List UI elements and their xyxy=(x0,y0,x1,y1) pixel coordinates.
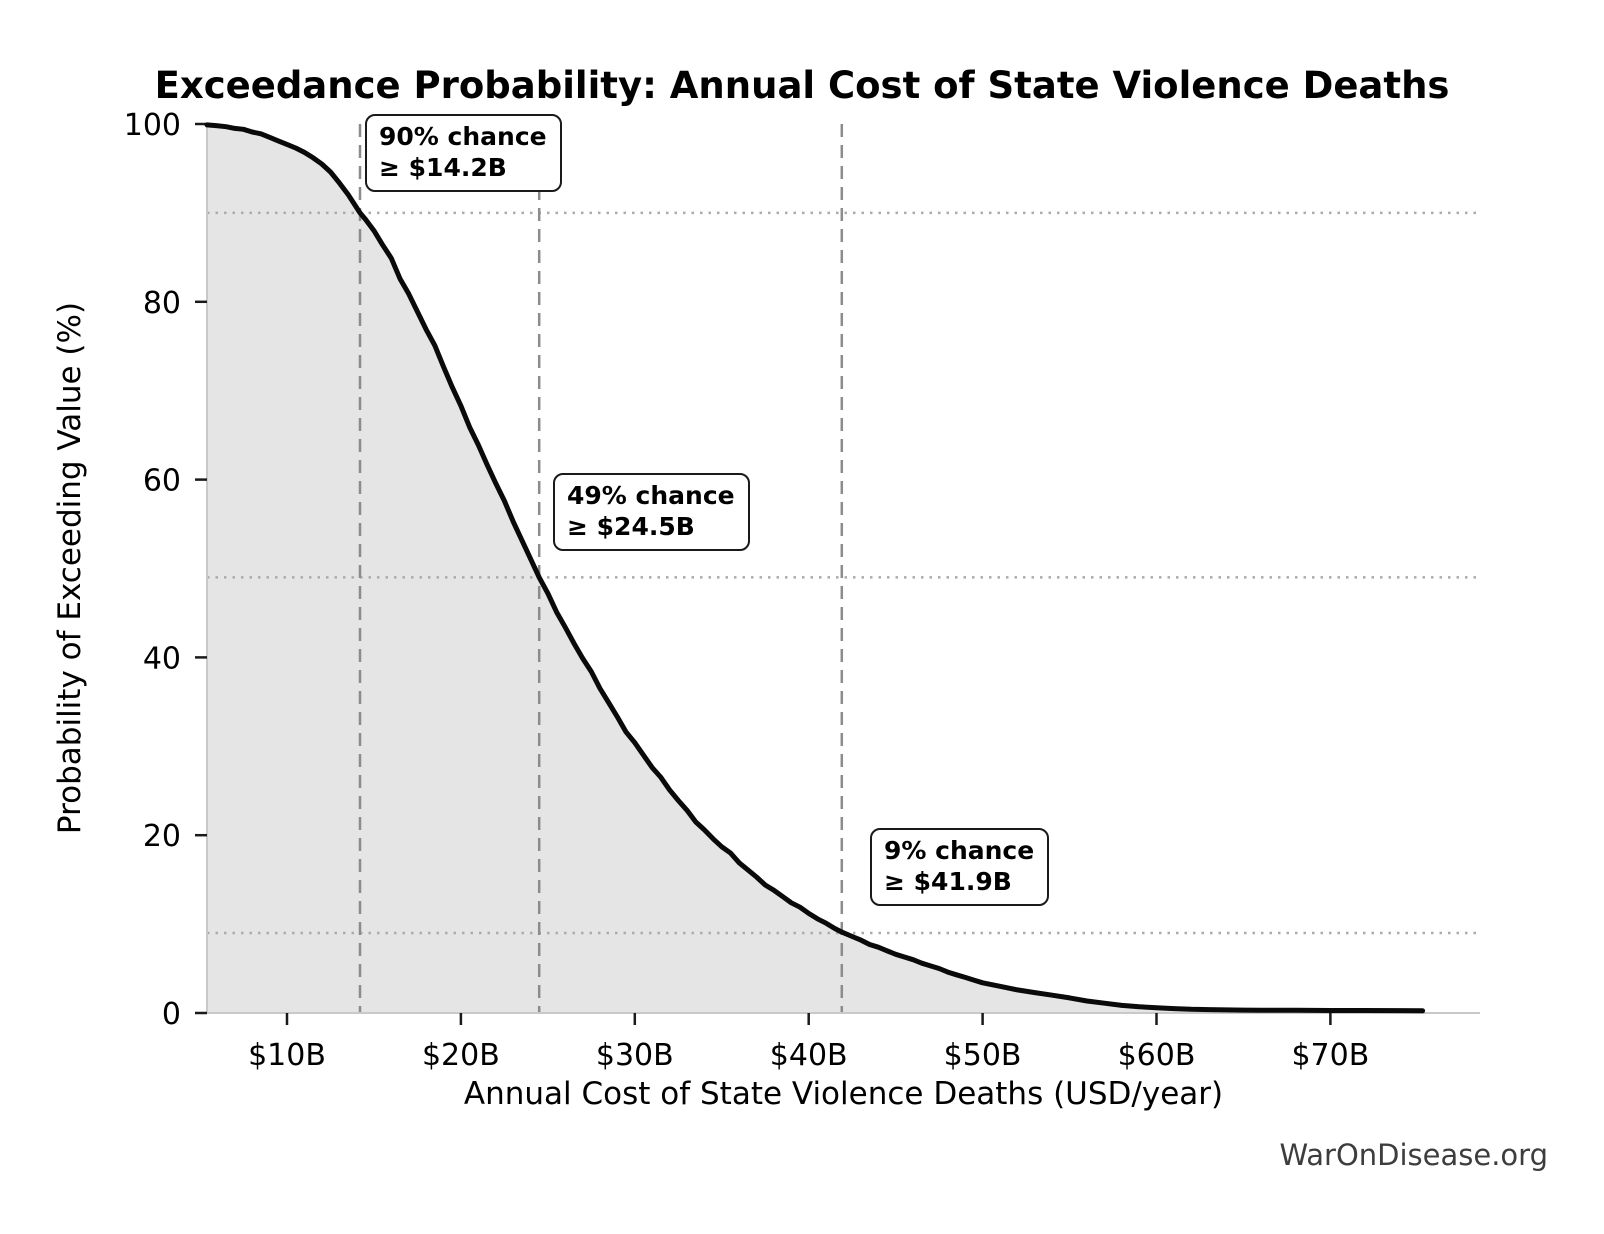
x-tick-label-30: $30B xyxy=(596,1038,674,1073)
x-axis-label: Annual Cost of State Violence Deaths (US… xyxy=(463,1076,1224,1112)
annotation-box-90pct: 90% chance ≥ $14.2B xyxy=(365,114,562,192)
y-tick-label-20: 20 xyxy=(143,819,181,854)
annotation-9pct-line2: ≥ $41.9B xyxy=(884,867,1012,896)
y-tick-label-40: 40 xyxy=(143,641,181,676)
y-tick-label-100: 100 xyxy=(124,108,181,143)
annotation-9pct-line1: 9% chance xyxy=(884,836,1035,865)
y-tick-label-80: 80 xyxy=(143,286,181,321)
y-tick-label-0: 0 xyxy=(162,997,181,1032)
annotation-90pct-line2: ≥ $14.2B xyxy=(379,153,507,182)
watermark: WarOnDisease.org xyxy=(1279,1138,1548,1172)
y-tick-label-60: 60 xyxy=(143,464,181,499)
x-tick-label-60: $60B xyxy=(1118,1038,1196,1073)
annotation-49pct-line2: ≥ $24.5B xyxy=(567,512,695,541)
chart-title: Exceedance Probability: Annual Cost of S… xyxy=(154,64,1450,107)
annotation-49pct-line1: 49% chance xyxy=(567,481,735,510)
annotation-box-9pct: 9% chance ≥ $41.9B xyxy=(870,828,1050,906)
x-tick-label-10: $10B xyxy=(248,1038,326,1073)
curve-fill-area xyxy=(207,124,1423,1014)
x-tick-label-50: $50B xyxy=(944,1038,1022,1073)
exceedance-probability-curve xyxy=(204,122,1426,1014)
x-tick-label-20: $20B xyxy=(422,1038,500,1073)
x-tick-label-40: $40B xyxy=(770,1038,848,1073)
y-axis-label: Probability of Exceeding Value (%) xyxy=(52,301,88,835)
x-tick-label-70: $70B xyxy=(1291,1038,1369,1073)
annotation-90pct-line1: 90% chance xyxy=(379,122,547,151)
annotation-box-49pct: 49% chance ≥ $24.5B xyxy=(553,473,750,551)
